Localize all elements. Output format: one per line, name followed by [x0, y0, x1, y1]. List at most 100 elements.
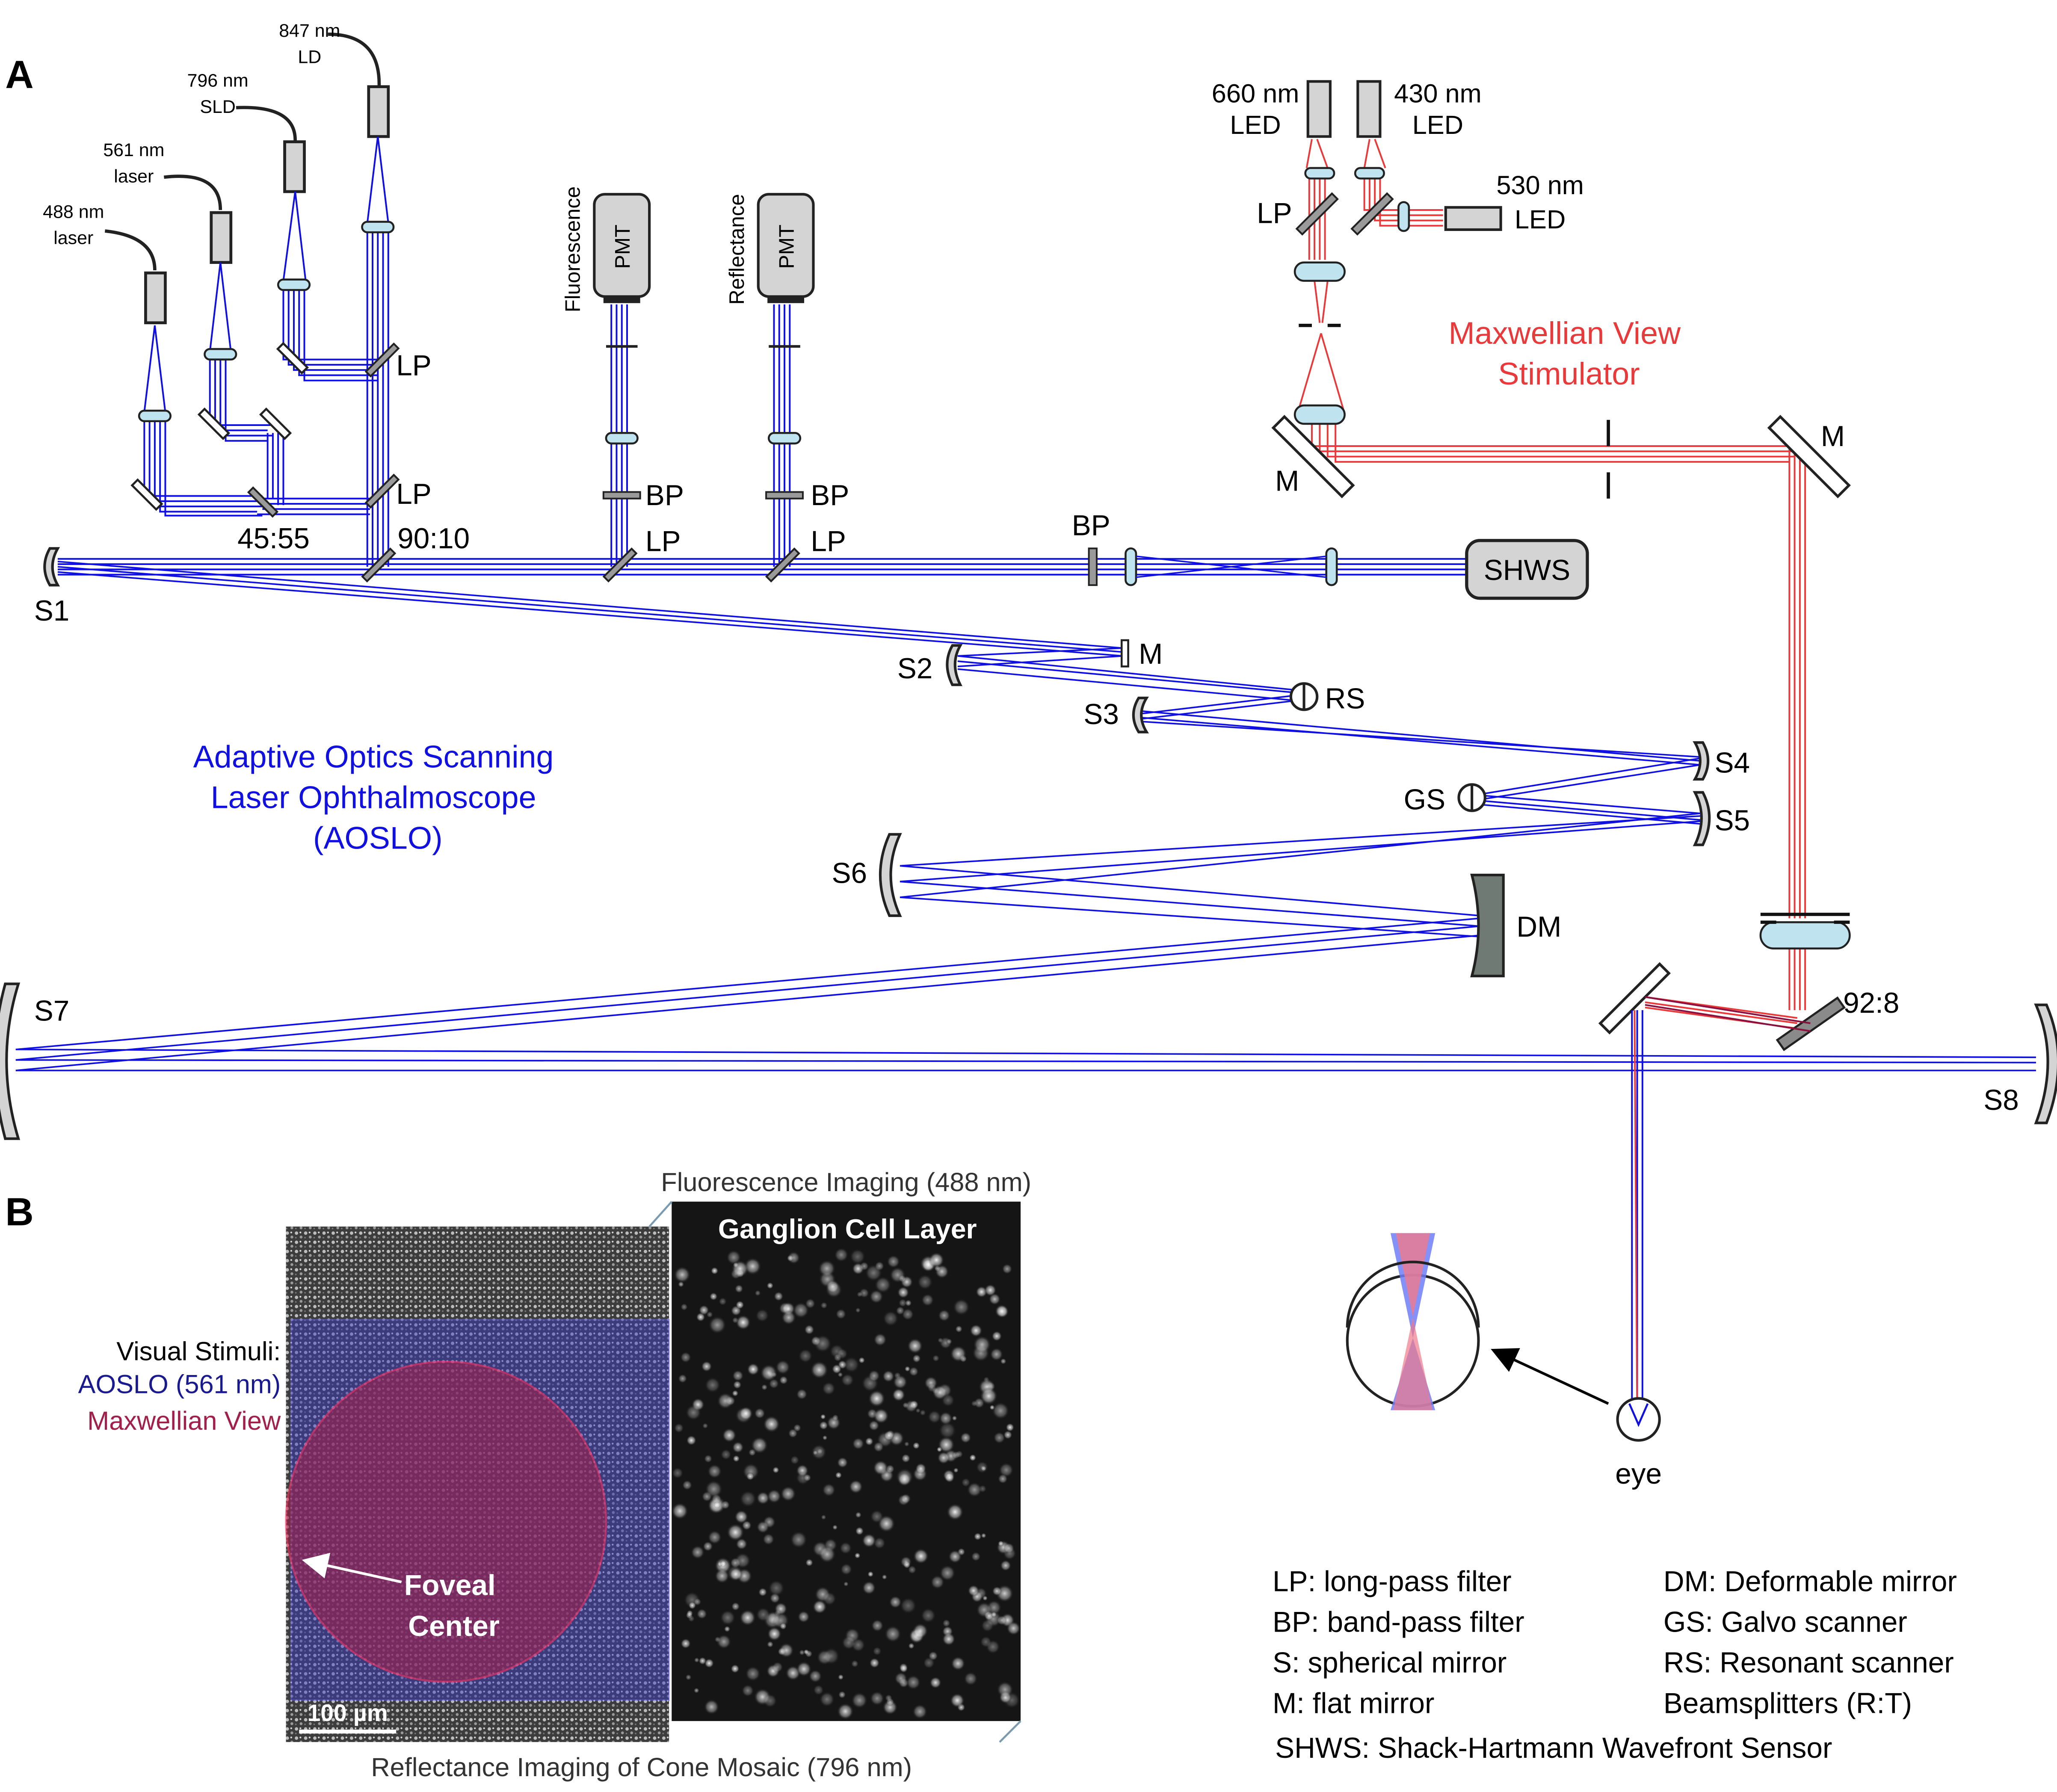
source-847-label: 847 nm LD: [279, 21, 340, 67]
gcl-cell: [822, 1435, 828, 1440]
gcl-cell: [885, 1694, 893, 1702]
gcl-cell: [739, 1609, 756, 1626]
gcl-cell: [817, 1448, 823, 1455]
gcl-cell: [898, 1298, 907, 1307]
gcl-cell: [841, 1373, 854, 1387]
gcl-cell: [718, 1297, 727, 1306]
source-561-label: 561 nm laser: [103, 140, 164, 186]
beamsplitter-92-8: [1776, 996, 1846, 1051]
gcl-cell: [917, 1274, 933, 1290]
gcl-cell: [726, 1523, 745, 1541]
gcl-cell: [673, 1266, 691, 1283]
gcl-cell: [813, 1334, 832, 1353]
aoslo-scan-beams: [15, 561, 2036, 1071]
visual-stimuli-title: Visual Stimuli:: [116, 1337, 281, 1366]
gcl-cell: [901, 1453, 911, 1463]
gcl-cell: [685, 1404, 702, 1421]
gcl-cell: [772, 1466, 780, 1474]
gcl-cell: [822, 1591, 837, 1606]
gcl-cell: [704, 1699, 719, 1715]
gcl-cell: [732, 1441, 744, 1454]
gcl-cell: [704, 1377, 721, 1393]
gcl-cell: [997, 1540, 1004, 1547]
gcl-cell: [731, 1602, 740, 1611]
eye: [1616, 1397, 1661, 1442]
gcl-cell: [855, 1526, 864, 1536]
lp-label-2: LP: [396, 478, 432, 510]
gcl-cell: [841, 1635, 856, 1650]
deformable-mirror: [1470, 873, 1505, 978]
gcl-cell: [680, 1303, 688, 1311]
s8-label: S8: [1983, 1084, 2019, 1116]
shws-sensor: SHWS: [1465, 539, 1589, 600]
gcl-cell: [767, 1641, 774, 1648]
gcl-cell: [832, 1524, 838, 1530]
gcl-cell: [912, 1623, 929, 1639]
gcl-cell: [755, 1308, 770, 1323]
gcl-cell: [714, 1568, 730, 1584]
mirror-s5: [1693, 791, 1711, 846]
s1-label: S1: [34, 595, 70, 627]
gcl-cell: [967, 1585, 980, 1597]
gcl-cell: [937, 1451, 950, 1464]
gcl-cell: [893, 1374, 908, 1390]
gcl-cell: [944, 1472, 955, 1483]
gcl-cell: [685, 1674, 692, 1681]
panel-label-b: B: [5, 1190, 33, 1234]
gcl-cell: [734, 1284, 744, 1293]
gcl-cell: [758, 1587, 767, 1597]
gcl-cell: [822, 1381, 836, 1396]
gcl-cell: [839, 1541, 852, 1555]
gcl-cell: [874, 1261, 885, 1271]
gcl-cell: [767, 1282, 774, 1289]
gcl-cell: [822, 1483, 836, 1497]
gcl-cell: [709, 1292, 718, 1301]
bp-label-3: BP: [1072, 510, 1110, 542]
resonant-scanner: [1289, 682, 1319, 711]
reflectance-side-label: Reflectance: [725, 194, 749, 305]
gcl-cell: [778, 1642, 794, 1658]
gcl-cell: [952, 1451, 961, 1459]
gcl-cell: [868, 1369, 880, 1382]
bp-label-2: BP: [811, 479, 849, 512]
gcl-cell: [707, 1464, 722, 1479]
gcl-cell: [889, 1266, 906, 1283]
gcl-cell: [915, 1463, 927, 1475]
gcl-cell: [732, 1316, 739, 1324]
maxwellian-mirrors: [1271, 414, 1851, 499]
gcl-cell: [993, 1431, 1006, 1444]
gcl-cell: [730, 1664, 740, 1674]
gcl-cell: [818, 1545, 836, 1563]
gcl-cell: [873, 1408, 889, 1424]
gcl-cell: [991, 1612, 997, 1618]
gcl-cell: [976, 1602, 992, 1618]
gcl-cell: [790, 1455, 800, 1465]
gcl-cell: [797, 1610, 810, 1623]
gcl-cell: [961, 1478, 971, 1487]
gcl-cell: [932, 1384, 948, 1400]
led-430-box: [1356, 80, 1382, 138]
gcl-cell: [873, 1333, 887, 1347]
gcl-cell: [877, 1514, 896, 1533]
gcl-cell: [967, 1482, 983, 1498]
gcl-cell: [992, 1402, 1010, 1420]
legend-lp: LP: long-pass filter: [1273, 1565, 1512, 1597]
gcl-cell: [840, 1563, 852, 1576]
gcl-cell: [735, 1538, 748, 1550]
gcl-cell: [704, 1454, 713, 1463]
gcl-cell: [1005, 1422, 1015, 1432]
gcl-cell: [855, 1307, 861, 1313]
gcl-cell: [713, 1501, 721, 1509]
gcl-cell: [739, 1490, 757, 1508]
gcl-cell: [873, 1460, 889, 1476]
gcl-cell: [756, 1491, 770, 1505]
gcl-cell: [805, 1558, 814, 1567]
gcl-cell: [696, 1608, 707, 1620]
gcl-cell: [702, 1541, 713, 1552]
gcl-cell: [820, 1514, 826, 1520]
gcl-cell: [900, 1597, 917, 1615]
gcl-cell: [950, 1656, 965, 1671]
gcl-cell: [882, 1370, 895, 1383]
gcl-cell: [920, 1608, 936, 1623]
gcl-cell: [921, 1293, 934, 1307]
